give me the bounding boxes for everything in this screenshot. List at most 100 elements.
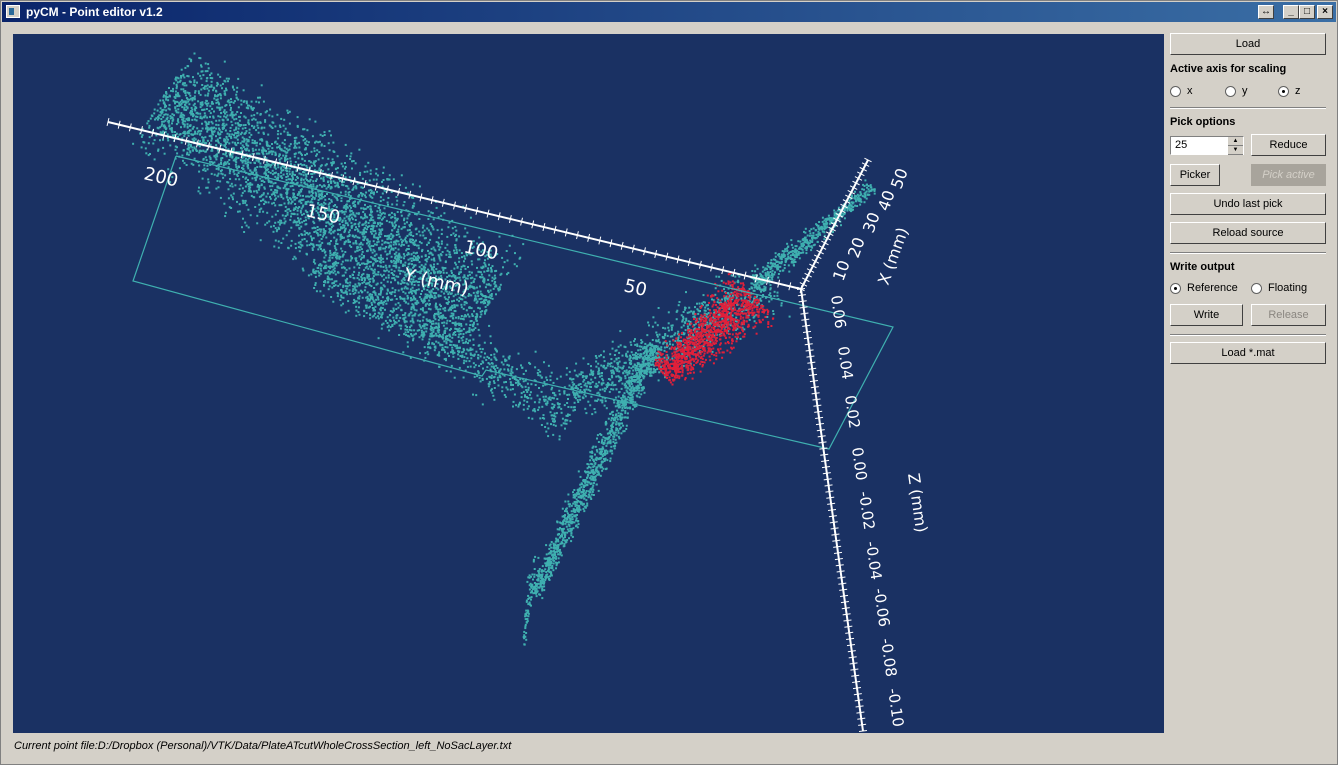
point [544,402,547,405]
point [479,307,481,310]
point [371,251,374,254]
close-button[interactable]: × [1317,5,1333,19]
point [227,181,230,184]
point [638,396,641,399]
point [348,267,351,270]
point [367,206,369,208]
point [419,270,421,273]
point [403,257,405,260]
point [464,341,467,344]
point [226,132,229,135]
point [490,293,493,295]
point [224,161,227,164]
point [437,294,440,297]
maximize-button[interactable]: □ [1299,5,1315,19]
point [475,394,478,397]
point [379,221,382,224]
point [359,264,361,266]
point [451,317,454,320]
point [392,247,395,250]
point [439,316,441,319]
point [350,257,353,260]
point [191,146,194,149]
point [206,104,209,107]
point [265,110,268,113]
point [278,158,281,161]
point [307,180,310,183]
point [208,160,211,163]
point [166,116,169,119]
point [245,138,248,141]
point [359,192,362,194]
point [349,240,351,243]
point [534,384,537,386]
point [476,300,479,303]
point [429,347,432,350]
point [268,164,271,167]
point [480,351,483,354]
point [604,437,607,440]
point [541,405,544,408]
point [518,401,521,404]
point [410,274,413,277]
point [323,266,326,269]
point [638,371,641,373]
point [425,296,428,299]
point [576,393,579,396]
point [534,366,537,369]
point [432,330,435,333]
resize-icon[interactable]: ↔ [1258,5,1274,19]
point [521,366,524,369]
point [265,163,268,166]
point [403,333,406,336]
point [429,295,432,298]
point [299,199,302,202]
point [367,282,370,285]
point [262,132,265,135]
title-bar[interactable]: pyCM - Point editor v1.2 ↔ _ □ × [2,2,1336,22]
point [274,213,277,216]
point [286,131,289,134]
point [430,325,432,328]
point [174,106,177,109]
point [343,167,346,170]
point [222,82,224,85]
point [449,370,452,373]
point [280,196,283,198]
point [263,187,266,190]
point [294,247,297,250]
point [161,120,164,123]
point [224,104,227,107]
point [578,395,581,398]
point [412,197,415,199]
point [526,382,529,385]
point [304,138,307,140]
point-cloud-viewport[interactable]: 200 150 100 50 Y (mm) 10 20 30 40 50 X (mm) 0.06 0.0… [13,34,1164,733]
point [203,167,206,170]
point [424,266,427,269]
point [334,263,337,265]
point [274,140,277,143]
point [330,296,333,298]
point [456,266,459,269]
point [367,161,370,164]
point [455,277,457,280]
point [544,395,547,398]
point [403,278,406,281]
point [233,173,236,176]
point [517,382,520,385]
minimize-button[interactable]: _ [1283,5,1299,19]
point [352,211,355,214]
point [326,277,329,280]
point [248,149,250,152]
point [200,142,203,145]
point [255,159,258,162]
point [289,143,292,146]
point [170,116,173,119]
point [416,259,419,261]
point [195,107,198,109]
point [356,277,359,280]
point [182,119,185,122]
point [328,227,331,230]
